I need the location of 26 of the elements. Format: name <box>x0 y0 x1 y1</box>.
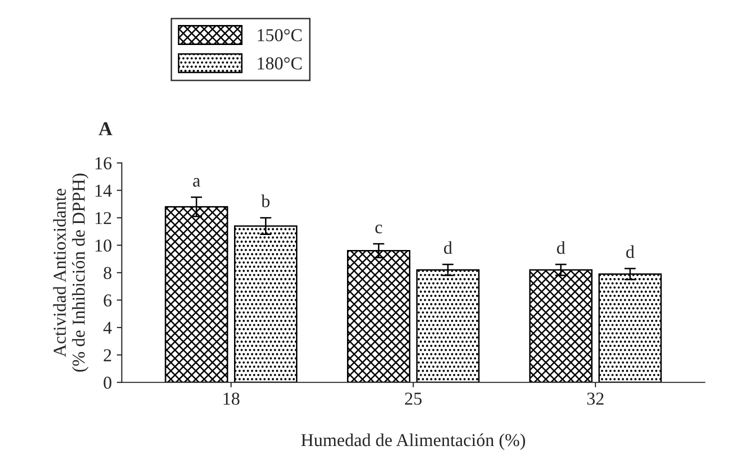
x-axis-title: Humedad de Alimentación (%) <box>301 433 526 450</box>
y-axis-title: Actividad Antioxidante (% de Inhibición de DPPH) <box>53 174 88 372</box>
y-tick-label: 10 <box>96 239 112 252</box>
y-tick-label: 14 <box>96 184 112 197</box>
x-tick-label: 32 <box>587 392 604 405</box>
annotation: b <box>261 194 270 208</box>
y-tick-label: 6 <box>104 294 112 307</box>
y-tick-label: 12 <box>96 212 112 224</box>
annotation: d <box>626 245 634 258</box>
x-tick-label: 18 <box>224 392 240 405</box>
legend-label: 180°C <box>258 57 302 70</box>
y-tick-label: 4 <box>103 322 112 334</box>
bar <box>529 269 593 382</box>
annotation: d <box>444 241 452 254</box>
annotation: d <box>556 241 566 254</box>
y-tick-label: 16 <box>96 157 112 170</box>
x-tick-label: 25 <box>405 392 422 405</box>
annotation: c <box>375 224 382 234</box>
y-tick-label: 0 <box>104 376 112 389</box>
y-tick-label: 8 <box>104 266 112 280</box>
bar <box>598 273 662 382</box>
bar <box>416 269 480 382</box>
y-tick-label: 2 <box>104 349 112 362</box>
legend-label: 150°C <box>258 29 302 42</box>
chart-title: A <box>98 122 112 136</box>
annotation: a <box>193 178 200 187</box>
